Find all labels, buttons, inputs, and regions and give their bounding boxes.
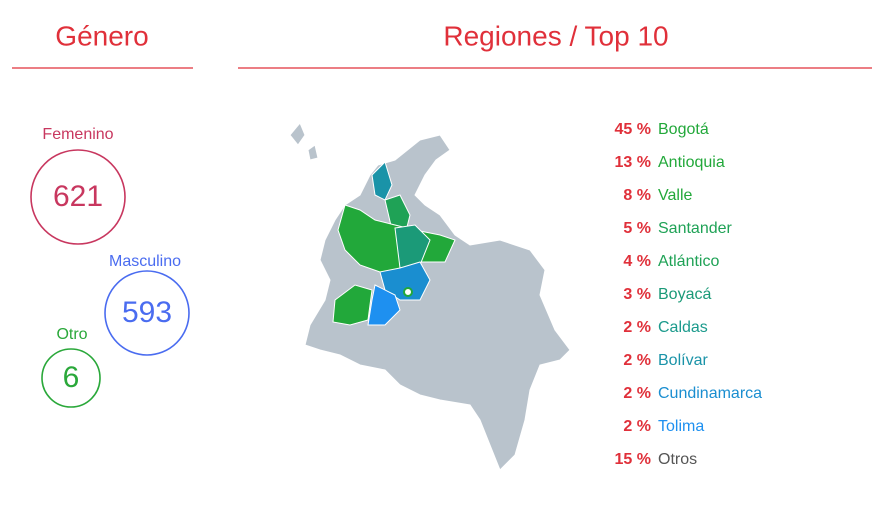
region-name: Boyacá (658, 286, 711, 303)
region (394, 224, 431, 269)
region (332, 284, 373, 326)
gender-value: 621 (53, 180, 103, 213)
region-percent: 45 % (615, 121, 651, 138)
region-name: Valle (658, 187, 692, 204)
regions-title: Regiones / Top 10 (443, 20, 668, 51)
region (371, 161, 393, 201)
region-percent: 2 % (623, 385, 651, 402)
gender-title: Género (55, 20, 148, 51)
gender-value: 593 (122, 296, 172, 329)
map (289, 122, 571, 471)
region-percent: 4 % (623, 253, 651, 270)
region-name: Otros (658, 451, 697, 468)
region-percent: 15 % (615, 451, 651, 468)
region-name: Caldas (658, 319, 708, 336)
region-percent: 2 % (623, 319, 651, 336)
region-percent: 3 % (623, 286, 651, 303)
island (307, 144, 319, 161)
region-percent: 5 % (623, 220, 651, 237)
region-percent: 8 % (623, 187, 651, 204)
region-name: Bogotá (658, 121, 709, 138)
region-name: Atlántico (658, 253, 719, 270)
gender-label: Otro (56, 326, 87, 343)
region-percent: 2 % (623, 352, 651, 369)
capital-marker (403, 287, 413, 297)
gender-label: Masculino (109, 253, 181, 270)
region-percent: 2 % (623, 418, 651, 435)
region-name: Santander (658, 220, 733, 237)
island (289, 122, 306, 146)
region-name: Antioquia (658, 154, 725, 171)
region-name: Tolima (658, 418, 704, 435)
gender-circle (104, 270, 190, 356)
region (367, 284, 401, 326)
gender-circle (41, 348, 101, 408)
gender-value: 6 (63, 361, 80, 394)
region-name: Cundinamarca (658, 385, 762, 402)
gender-circle (30, 149, 126, 245)
gender-label: Femenino (42, 126, 113, 143)
region-name: Bolívar (658, 352, 708, 369)
region-percent: 13 % (615, 154, 651, 171)
